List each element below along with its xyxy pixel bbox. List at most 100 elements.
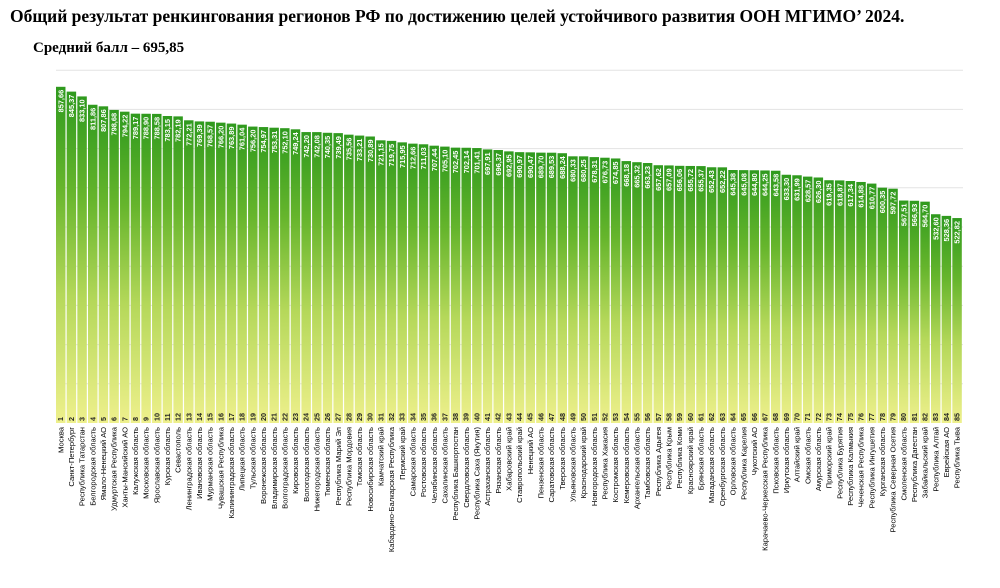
rank-label: 17	[227, 413, 236, 421]
value-label: 614,88	[857, 185, 866, 208]
rank-label: 71	[803, 413, 812, 421]
rank-label: 67	[760, 413, 769, 421]
bar	[941, 215, 952, 423]
region-label: Оренбургская область	[718, 427, 727, 506]
region-label: Томская область	[355, 427, 364, 486]
value-label: 798,68	[110, 113, 119, 136]
bar	[642, 163, 653, 423]
region-label: Астраханская область	[483, 427, 492, 506]
region-label: Тамбовская область	[643, 427, 652, 499]
value-label: 652,22	[718, 170, 727, 193]
bar	[493, 150, 503, 423]
rank-label: 70	[793, 413, 802, 421]
rank-label: 75	[846, 413, 855, 421]
bar	[482, 149, 493, 424]
rank-label: 23	[291, 413, 300, 421]
region-label: Республика Алтай	[931, 427, 940, 492]
rank-label: 48	[558, 413, 567, 421]
bar	[109, 109, 119, 424]
value-label: 772,21	[184, 123, 193, 146]
value-label: 754,97	[259, 130, 268, 153]
value-label: 597,72	[889, 192, 898, 215]
region-label: Ростовская область	[419, 427, 428, 497]
value-label: 753,31	[270, 131, 279, 154]
bar	[706, 167, 717, 423]
bar	[578, 156, 589, 423]
bar	[312, 132, 322, 423]
rank-label: 20	[259, 413, 268, 421]
region-label: Республика Коми	[675, 427, 684, 488]
value-label: 768,57	[206, 125, 215, 148]
bar	[269, 127, 279, 423]
bar	[194, 121, 205, 424]
bar	[898, 200, 909, 423]
rank-label: 52	[600, 413, 609, 421]
value-label: 657,09	[665, 168, 674, 191]
value-label: 692,95	[505, 154, 514, 177]
rank-label: 81	[910, 413, 919, 421]
value-label: 701,41	[472, 151, 481, 174]
value-label: 783,15	[163, 119, 172, 142]
rank-label: 73	[825, 413, 834, 421]
value-label: 696,37	[494, 153, 503, 176]
rank-label: 35	[419, 413, 428, 421]
rank-label: 43	[504, 413, 513, 421]
region-label: Свердловская область	[462, 427, 471, 508]
region-label: Республика Марий Эл	[334, 427, 343, 505]
value-label: 735,56	[344, 138, 353, 161]
region-label: Приморский край	[825, 427, 834, 488]
rank-label: 18	[238, 413, 247, 421]
bar	[216, 122, 226, 424]
region-label: Смоленская область	[899, 427, 908, 501]
value-label: 564,70	[921, 205, 930, 228]
bar	[354, 135, 365, 423]
region-label: Республика Дагестан	[910, 427, 919, 502]
value-label: 749,24	[291, 131, 300, 154]
value-label: 645,38	[729, 173, 738, 196]
value-label: 617,34	[846, 183, 855, 206]
value-label: 769,39	[195, 124, 204, 147]
bar	[408, 143, 418, 423]
value-label: 532,60	[931, 217, 940, 240]
region-label: Московская область	[142, 427, 151, 499]
region-label: Ханты-Мансийский АО	[120, 427, 129, 508]
bar	[856, 181, 866, 423]
region-label: Новосибирская область	[366, 427, 375, 512]
value-label: 644,25	[761, 173, 770, 196]
value-label: 567,51	[899, 204, 908, 227]
region-label: Кабардино-Балкарская Республика	[387, 426, 396, 552]
rank-label: 62	[707, 413, 716, 421]
chart-title: Общий результат ренкингования регионов Р…	[10, 6, 905, 26]
bar	[301, 132, 311, 423]
region-label: Ярославская область	[152, 427, 161, 503]
value-label: 763,89	[227, 127, 236, 150]
value-label: 645,08	[739, 173, 748, 196]
bar	[397, 142, 407, 423]
rank-label: 54	[622, 413, 631, 421]
region-label: Брянская область	[697, 427, 706, 490]
value-label: 522,82	[953, 221, 962, 244]
region-label: Орловская область	[729, 427, 738, 495]
value-label: 680,25	[579, 159, 588, 182]
rank-label: 63	[718, 413, 727, 421]
rank-label: 60	[686, 413, 695, 421]
region-label: Ленинградская область	[184, 427, 193, 510]
region-label: Республика Калмыкия	[846, 427, 855, 506]
region-label: Магаданская область	[707, 427, 716, 503]
rank-label: 38	[451, 413, 460, 421]
bar	[173, 116, 183, 423]
rank-label: 6	[110, 417, 119, 421]
value-label: 566,93	[910, 204, 919, 227]
rank-label: 10	[152, 413, 161, 421]
region-label: Пензенская область	[537, 427, 546, 499]
region-label: Красноярский край	[686, 427, 695, 494]
chart-subtitle: Средний балл – 695,85	[33, 40, 185, 56]
value-label: 626,30	[814, 180, 823, 203]
bar	[930, 214, 941, 423]
value-label: 712,66	[408, 147, 417, 170]
region-label: Вологодская область	[302, 427, 311, 502]
region-label: Ставропольский край	[515, 427, 524, 503]
bars-group	[56, 86, 962, 424]
rank-label: 83	[931, 413, 940, 421]
bar	[429, 145, 439, 423]
